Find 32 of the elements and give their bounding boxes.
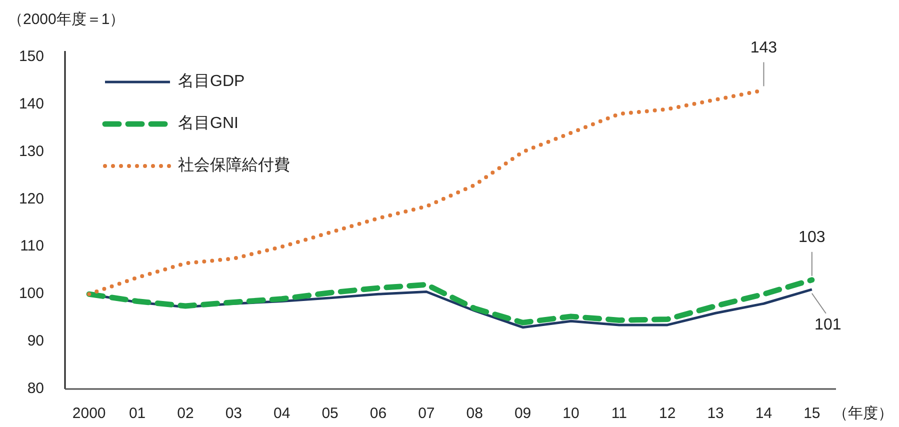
x-tick-label: 01 bbox=[128, 404, 146, 422]
legend-label: 社会保障給付費 bbox=[178, 156, 290, 174]
x-tick-label: 09 bbox=[514, 404, 532, 422]
x-tick-label: 14 bbox=[755, 404, 772, 422]
x-tick-label: 13 bbox=[707, 404, 724, 422]
x-tick-label: 04 bbox=[274, 404, 290, 422]
y-tick-label: 140 bbox=[18, 95, 44, 112]
y-tick-label: 80 bbox=[27, 380, 44, 397]
data-label: 101 bbox=[814, 316, 842, 334]
x-axis-title: （年度） bbox=[833, 404, 893, 422]
x-tick-label: 03 bbox=[225, 404, 242, 422]
legend-label: 名目GNI bbox=[178, 115, 238, 132]
x-tick-label: 15 bbox=[804, 404, 820, 422]
y-tick-label: 150 bbox=[18, 48, 44, 65]
x-tick-label: 12 bbox=[659, 404, 676, 422]
x-tick-label: 10 bbox=[562, 404, 580, 422]
data-label: 143 bbox=[750, 39, 778, 56]
y-tick-label: 100 bbox=[18, 285, 44, 302]
data-label: 103 bbox=[798, 229, 826, 246]
x-tick-label: 02 bbox=[177, 404, 194, 422]
x-tick-label: 07 bbox=[418, 404, 435, 422]
x-tick-label: 05 bbox=[322, 404, 338, 422]
x-tick-label: 2000 bbox=[72, 404, 106, 422]
y-tick-label: 110 bbox=[20, 238, 44, 255]
legend-label: 名目GDP bbox=[178, 73, 245, 90]
x-tick-label: 11 bbox=[611, 404, 627, 422]
y-axis-title: （2000年度＝1） bbox=[8, 10, 125, 28]
y-tick-label: 120 bbox=[18, 190, 44, 208]
x-tick-label: 06 bbox=[370, 404, 387, 422]
x-tick-label: 08 bbox=[466, 404, 483, 422]
y-tick-label: 90 bbox=[27, 332, 44, 350]
y-tick-label: 130 bbox=[18, 142, 44, 160]
